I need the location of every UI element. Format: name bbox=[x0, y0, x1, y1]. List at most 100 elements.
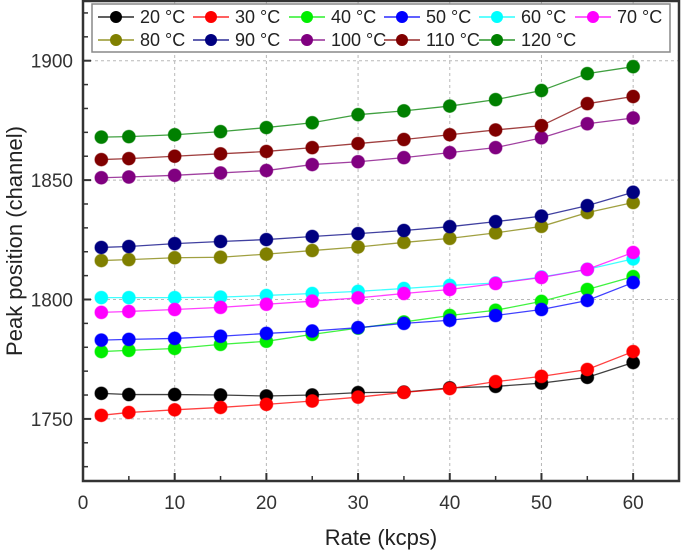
data-point bbox=[94, 240, 109, 255]
legend-marker bbox=[205, 11, 217, 23]
data-point bbox=[351, 226, 366, 241]
data-point bbox=[351, 136, 366, 151]
y-tick-label: 1800 bbox=[31, 291, 73, 312]
data-point bbox=[94, 386, 109, 401]
data-point bbox=[396, 385, 411, 400]
data-point bbox=[121, 252, 136, 267]
data-point bbox=[580, 198, 595, 213]
data-point bbox=[213, 165, 228, 180]
data-point bbox=[488, 92, 503, 107]
legend-marker bbox=[587, 11, 599, 23]
data-point bbox=[121, 239, 136, 254]
data-point bbox=[94, 130, 109, 145]
legend-marker bbox=[110, 11, 122, 23]
data-point bbox=[580, 66, 595, 81]
data-point bbox=[442, 99, 457, 114]
series-70c bbox=[94, 245, 641, 320]
data-point bbox=[94, 170, 109, 185]
data-point bbox=[534, 270, 549, 285]
data-point bbox=[396, 103, 411, 118]
data-point bbox=[213, 300, 228, 315]
data-point bbox=[167, 168, 182, 183]
data-point bbox=[167, 127, 182, 142]
data-point bbox=[167, 236, 182, 251]
legend-item: 110 °C bbox=[384, 30, 480, 50]
legend-label: 80 °C bbox=[140, 30, 185, 50]
data-point bbox=[442, 282, 457, 297]
series-line bbox=[101, 66, 634, 138]
legend-marker bbox=[396, 34, 408, 46]
data-point bbox=[167, 290, 182, 305]
data-point bbox=[121, 387, 136, 402]
data-point bbox=[351, 390, 366, 405]
data-point bbox=[396, 150, 411, 165]
legend-label: 100 °C bbox=[331, 30, 386, 50]
data-point bbox=[488, 214, 503, 229]
data-point bbox=[259, 247, 274, 262]
data-point bbox=[121, 151, 136, 166]
legend-label: 90 °C bbox=[235, 30, 280, 50]
data-point bbox=[167, 250, 182, 265]
data-point bbox=[488, 276, 503, 291]
data-point bbox=[534, 302, 549, 317]
legend-item: 30 °C bbox=[193, 7, 280, 27]
data-point bbox=[213, 250, 228, 265]
data-point bbox=[626, 245, 641, 260]
legend-label: 50 °C bbox=[426, 7, 471, 27]
axis-ticks: 0 10 20 30 40 50 60 1750 1800 1850 1900 bbox=[31, 12, 644, 514]
data-point bbox=[488, 140, 503, 155]
legend-marker bbox=[491, 11, 503, 23]
data-point bbox=[626, 275, 641, 290]
data-point bbox=[534, 83, 549, 98]
data-point bbox=[167, 331, 182, 346]
x-tick-label: 20 bbox=[256, 493, 277, 514]
legend-marker bbox=[205, 34, 217, 46]
data-point bbox=[121, 405, 136, 420]
legend-marker bbox=[396, 11, 408, 23]
legend-marker bbox=[301, 34, 313, 46]
data-point bbox=[626, 185, 641, 200]
series-30c bbox=[94, 344, 641, 423]
data-point bbox=[259, 326, 274, 341]
data-point bbox=[259, 163, 274, 178]
data-point bbox=[305, 394, 320, 408]
series-line bbox=[101, 95, 634, 161]
data-point bbox=[626, 344, 641, 359]
legend-label: 70 °C bbox=[617, 7, 662, 27]
data-point bbox=[580, 96, 595, 111]
data-point bbox=[442, 313, 457, 328]
data-point bbox=[488, 374, 503, 389]
legend-marker bbox=[301, 11, 313, 23]
data-point bbox=[305, 324, 320, 339]
legend: 20 °C 30 °C 40 °C 50 °C 60 °C 70 °C 80 °C 90 °C… bbox=[91, 3, 671, 53]
data-point bbox=[534, 130, 549, 145]
data-point bbox=[94, 305, 109, 320]
x-tick-label: 60 bbox=[623, 493, 644, 514]
data-point bbox=[213, 388, 228, 403]
data-point bbox=[94, 333, 109, 348]
data-point bbox=[626, 59, 641, 74]
data-point bbox=[121, 304, 136, 319]
data-point bbox=[259, 144, 274, 159]
x-tick-label: 40 bbox=[439, 493, 460, 514]
series-layer bbox=[94, 59, 641, 423]
legend-label: 30 °C bbox=[235, 7, 280, 27]
data-point bbox=[534, 209, 549, 224]
series-120c bbox=[94, 59, 641, 145]
x-tick-label: 50 bbox=[531, 493, 552, 514]
series-80c bbox=[94, 195, 641, 268]
data-point bbox=[213, 124, 228, 139]
data-point bbox=[167, 402, 182, 417]
data-point bbox=[121, 290, 136, 305]
data-point bbox=[259, 232, 274, 247]
legend-item: 40 °C bbox=[289, 7, 376, 27]
data-point bbox=[305, 157, 320, 172]
data-point bbox=[488, 122, 503, 137]
x-axis-title: Rate (kcps) bbox=[325, 525, 437, 550]
data-point bbox=[442, 145, 457, 160]
data-point bbox=[396, 132, 411, 147]
data-point bbox=[351, 107, 366, 122]
data-point bbox=[351, 320, 366, 335]
data-point bbox=[259, 397, 274, 412]
legend-label: 20 °C bbox=[140, 7, 185, 27]
